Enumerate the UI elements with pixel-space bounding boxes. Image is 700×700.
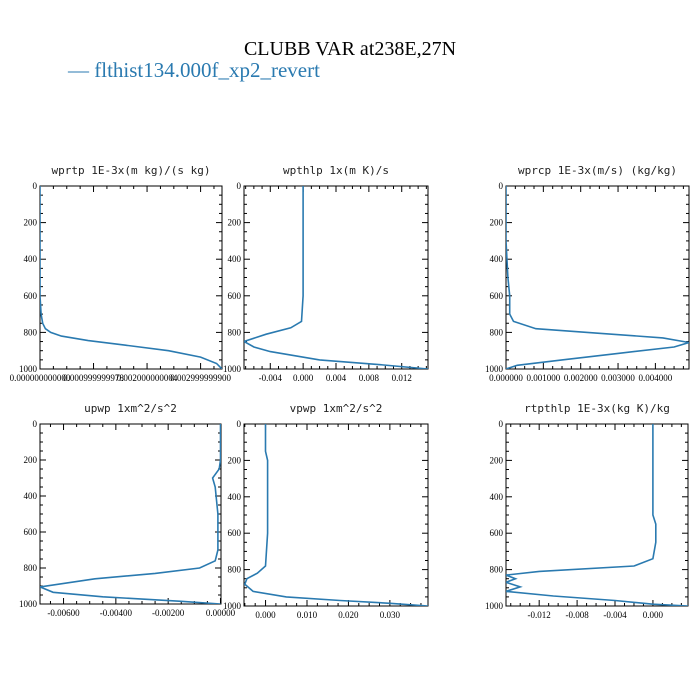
x-tick-label: 0.00000: [206, 608, 236, 618]
y-tick-label: 400: [228, 492, 242, 502]
y-tick-label: 1000: [19, 364, 38, 374]
panel-4: upwp 1xm^2/s^2 0 200 400 600 800 1000 -0.00600 -…: [19, 402, 236, 618]
panel-title: upwp 1xm^2/s^2: [84, 402, 177, 415]
x-tick-label: 0.012: [392, 373, 412, 383]
y-tick-label: 0: [33, 181, 38, 191]
y-tick-label: 200: [24, 218, 38, 228]
x-tick-label: 0.000000: [489, 373, 523, 383]
x-tick-label: 0.004: [326, 373, 347, 383]
y-tick-label: 200: [228, 455, 242, 465]
y-tick-label: 0: [33, 419, 38, 429]
plot-frame: [243, 185, 429, 370]
y-tick-label: 0: [237, 419, 242, 429]
y-tick-label: 1000: [223, 601, 242, 611]
y-tick-label: 200: [490, 455, 504, 465]
y-tick-label: 600: [228, 528, 242, 538]
x-tick-label: 0.001000: [526, 373, 560, 383]
y-tick-label: 800: [24, 327, 38, 337]
x-tick-label: 0.020: [338, 610, 359, 620]
plot-frame: [39, 423, 222, 605]
x-tick-label: 0.004000: [639, 373, 673, 383]
panel-title: wprcp 1E-3x(m/s) (kg/kg): [518, 164, 677, 177]
x-tick-label: -0.012: [528, 610, 551, 620]
y-tick-label: 400: [24, 491, 38, 501]
y-tick-label: 200: [228, 218, 242, 228]
y-tick-label: 1000: [223, 364, 242, 374]
x-tick-label: 0.003000: [601, 373, 635, 383]
y-tick-label: 800: [490, 327, 504, 337]
x-tick-label: 0.000: [255, 610, 276, 620]
y-tick-label: 1000: [19, 599, 38, 609]
y-tick-label: 800: [24, 563, 38, 573]
x-tick-label: 0.030: [380, 610, 401, 620]
x-tick-label: 0.010: [297, 610, 318, 620]
panel-5: vpwp 1xm^2/s^2 0 200 400 600 800 1000 0.000 0.01…: [223, 402, 429, 620]
x-tick-label: -0.004: [259, 373, 283, 383]
panel-3: wprcp 1E-3x(m/s) (kg/kg) 0 200 400 600 800 100…: [485, 164, 690, 383]
page-title: CLUBB VAR at238E,27N: [243, 38, 457, 60]
x-tick-label: 0.002000000004: [117, 373, 178, 383]
plot-frame: [505, 423, 689, 607]
y-tick-label: 0: [237, 181, 242, 191]
x-tick-label: -0.008: [565, 610, 589, 620]
x-tick-label: -0.00200: [152, 608, 185, 618]
x-tick-label: 0.000999999978: [63, 373, 124, 383]
panel-title: wpthlp 1x(m K)/s: [283, 164, 389, 177]
x-tick-label: -0.00600: [47, 608, 80, 618]
y-tick-label: 400: [228, 254, 242, 264]
panel-2: wpthlp 1x(m K)/s 0 200 400 600 800 1000 -0.004 0…: [223, 164, 429, 383]
x-tick-label: 0.000000000000: [10, 373, 71, 383]
y-tick-label: 0: [499, 181, 504, 191]
series-line: [506, 424, 688, 606]
x-tick-label: -0.00400: [100, 608, 133, 618]
series-line: [244, 186, 428, 369]
y-tick-label: 200: [490, 218, 504, 228]
x-tick-label: 0.000: [293, 373, 314, 383]
y-tick-label: 400: [490, 492, 504, 502]
panel-title: rtpthlp 1E-3x(kg K)/kg: [524, 402, 670, 415]
legend-entry: — flthist134.000f_xp2_revert: [68, 58, 320, 82]
y-tick-label: 600: [228, 291, 242, 301]
y-tick-label: 200: [24, 455, 38, 465]
panel-title: vpwp 1xm^2/s^2: [290, 402, 383, 415]
y-tick-label: 600: [24, 527, 38, 537]
plot-frame: [243, 423, 429, 607]
series-line: [40, 186, 222, 369]
x-tick-label: 0.000: [643, 610, 664, 620]
panel-1: wprtp 1E-3x(m kg)/(s kg) 0 200 400 600 800 100…: [10, 164, 232, 383]
panel-title: wprtp 1E-3x(m kg)/(s kg): [52, 164, 211, 177]
x-tick-label: 0.002000: [564, 373, 598, 383]
y-tick-label: 600: [490, 528, 504, 538]
series-line: [40, 424, 221, 604]
y-tick-label: 800: [490, 565, 504, 575]
y-tick-label: 600: [24, 291, 38, 301]
y-tick-label: 1000: [485, 601, 504, 611]
panel-6: rtpthlp 1E-3x(kg K)/kg 0 200 400 600 800 1000 -…: [485, 402, 689, 620]
x-tick-label: -0.004: [603, 610, 627, 620]
plot-frame: [505, 185, 690, 370]
x-tick-label: 0.002999999900: [170, 373, 231, 383]
plot-frame: [39, 185, 223, 370]
x-tick-label: 0.008: [359, 373, 380, 383]
y-tick-label: 800: [228, 565, 242, 575]
series-line: [506, 186, 689, 369]
y-tick-label: 400: [24, 254, 38, 264]
y-tick-label: 0: [499, 419, 504, 429]
y-tick-label: 800: [228, 327, 242, 337]
series-line: [244, 424, 428, 606]
y-tick-label: 400: [490, 254, 504, 264]
y-tick-label: 600: [490, 291, 504, 301]
y-tick-label: 1000: [485, 364, 504, 374]
